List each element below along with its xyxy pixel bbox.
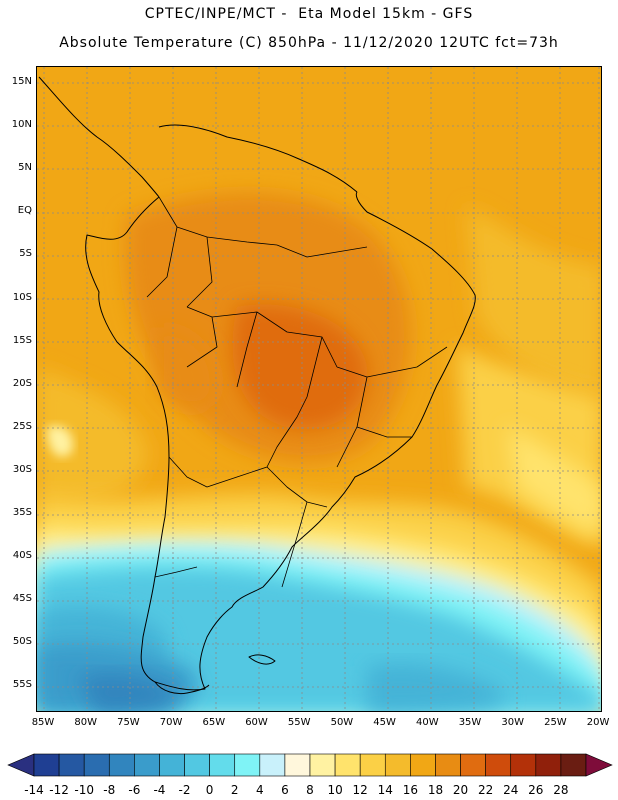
country-borders [146,196,448,588]
colorbar-label: 4 [255,783,264,797]
lon-label: 65W [202,717,226,728]
colorbar-under-triangle [7,753,35,777]
colorbar-swatch [435,753,461,777]
colorbar-label: 18 [427,783,444,797]
colorbar-swatch [384,753,411,777]
colorbar-swatch [184,753,210,777]
colorbar-label: -10 [74,783,94,797]
colorbar-label: 2 [230,783,239,797]
lon-label: 70W [159,717,183,728]
lon-label: 55W [287,717,311,728]
lat-label: 45S [12,593,32,605]
colorbar-label: 22 [477,783,494,797]
colorbar-swatch [83,753,110,777]
colorbar-label: -6 [128,783,141,797]
lon-label: 45W [373,717,396,728]
lon-label: 50W [330,717,354,728]
colorbar-label: -4 [153,783,166,797]
lat-label: 35S [12,507,32,518]
field-warm-interior-20 [232,304,368,429]
colorbar-label: 14 [377,783,393,797]
colorbar-label: 20 [452,783,469,797]
field-warm-west-18 [157,327,217,410]
lon-label: 20W [586,717,610,728]
title-line-1: CPTEC/INPE/MCT - Eta Model 15km - GFS [144,6,474,22]
temperature-colorbar [7,753,613,777]
colorbar-over-triangle [585,753,613,777]
colorbar-label: 10 [327,783,343,797]
colorbar-swatch [460,753,486,777]
colorbar-swatch [33,753,60,777]
central-america-coast [38,76,160,198]
colorbar-label: 26 [528,783,544,797]
colorbar-swatch [485,753,512,777]
colorbar-label: 28 [553,783,569,797]
lon-label: 85W [31,717,55,728]
colorbar-label: 8 [306,783,314,797]
lon-label: 80W [74,717,97,728]
colorbar-swatch [134,753,160,777]
lat-label: 5S [19,248,32,260]
colorbar-swatch [510,753,537,777]
lat-label: 15S [12,334,32,346]
lon-label: 60W [245,717,268,728]
colorbar-swatch [58,753,85,777]
lat-label: 30S [12,463,32,475]
lat-label: 55S [12,679,32,691]
south-america-coast [85,191,476,691]
colorbar-label: 6 [281,783,289,797]
colorbar-label: 16 [402,783,418,797]
lat-label: 40S [12,550,32,562]
grid-lines [37,67,601,711]
lon-label: 30W [501,717,524,728]
colorbar-label: 0 [205,783,214,797]
colorbar-swatch [159,753,185,777]
lon-label: 35W [458,717,482,728]
lat-label: 10N [11,119,32,131]
colorbar-swatch [234,753,261,777]
lat-label: 50S [12,636,32,648]
lat-label: 15N [11,76,32,87]
lat-label: 10S [12,291,32,303]
lat-label: 5N [18,162,32,174]
lat-label: 25S [12,420,32,432]
tierra-del-fuego [154,681,210,695]
colorbar-swatch [284,753,311,777]
lat-label: EQ [17,205,32,217]
colorbar-label: 24 [503,783,519,797]
lat-label: 20S [12,377,32,389]
colorbar-label: -8 [103,783,116,797]
field-cold-minus8 [77,672,178,711]
coastlines [38,76,476,695]
lon-label: 40W [415,717,439,728]
colorbar-swatch [259,753,286,777]
colorbar-swatch [359,753,386,777]
colorbar-label: -2 [178,783,191,797]
temperature-field [37,67,601,711]
lon-label: 25W [544,717,567,728]
colorbar-swatch [410,753,436,777]
temperature-map [36,66,602,712]
colorbar-swatch [309,753,336,777]
colorbar-swatch [209,753,236,777]
colorbar-label: 12 [352,783,368,797]
colorbar-swatch [535,753,562,777]
field-cool-spot [47,425,73,457]
field-ocean-east-12 [507,427,601,537]
field-ocean-east-16 [467,207,601,397]
colorbar-label: -12 [49,783,69,797]
caribbean-coast [158,124,358,193]
field-pacific-14 [37,367,147,507]
colorbar-swatch [334,753,361,777]
lon-label: 75W [117,717,140,728]
colorbar-label: -14 [24,783,44,797]
falklands [248,654,276,665]
title-line-2: Absolute Temperature (C) 850hPa - 11/12/… [59,35,559,51]
field-cold-east-0 [367,663,505,711]
colorbar-swatch [108,753,135,777]
colorbar-swatch [560,753,587,777]
